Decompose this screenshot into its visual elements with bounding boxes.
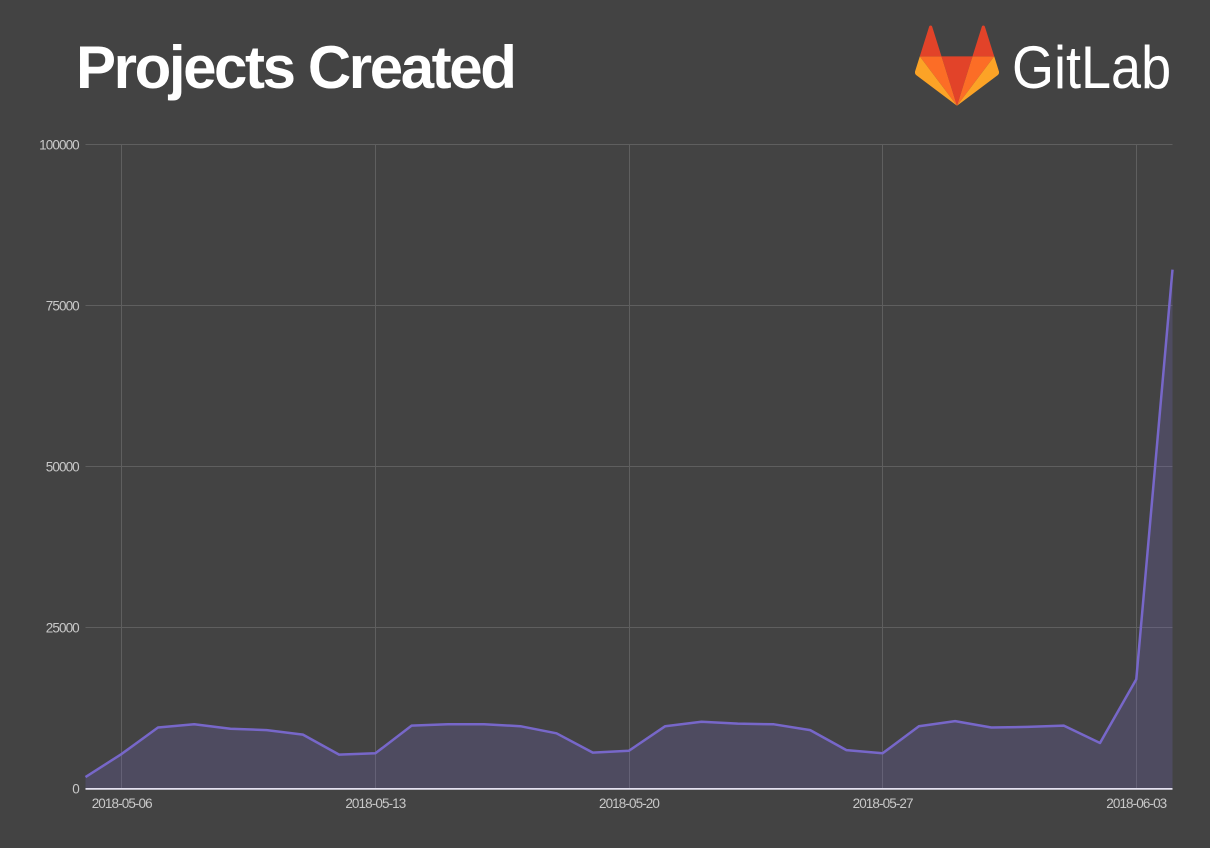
y-axis-tick-labels: 0 25000 50000 75000 100000 bbox=[39, 137, 80, 797]
x-axis-tick-label: 2018-05-20 bbox=[599, 796, 659, 811]
x-axis-tick-label: 2018-06-03 bbox=[1106, 796, 1166, 811]
series-line bbox=[84, 269, 1174, 779]
page-title: Projects Created bbox=[76, 34, 517, 101]
y-axis-tick-label: 25000 bbox=[46, 620, 79, 635]
y-axis-tick-label: 75000 bbox=[46, 298, 79, 313]
area-series bbox=[84, 269, 1174, 789]
x-axis-tick-label: 2018-05-27 bbox=[853, 796, 913, 811]
area-fill bbox=[85, 269, 1173, 789]
x-axis-tick-labels: 2018-05-06 2018-05-13 2018-05-20 2018-05-27… bbox=[92, 796, 1168, 811]
x-axis-tick-label: 2018-05-13 bbox=[345, 796, 405, 811]
y-axis-tick-label: 0 bbox=[72, 782, 79, 797]
x-axis-tick-label: 2018-05-06 bbox=[92, 796, 152, 811]
y-axis-tick-label: 50000 bbox=[46, 459, 79, 474]
y-axis-tick-label: 100000 bbox=[39, 137, 79, 152]
